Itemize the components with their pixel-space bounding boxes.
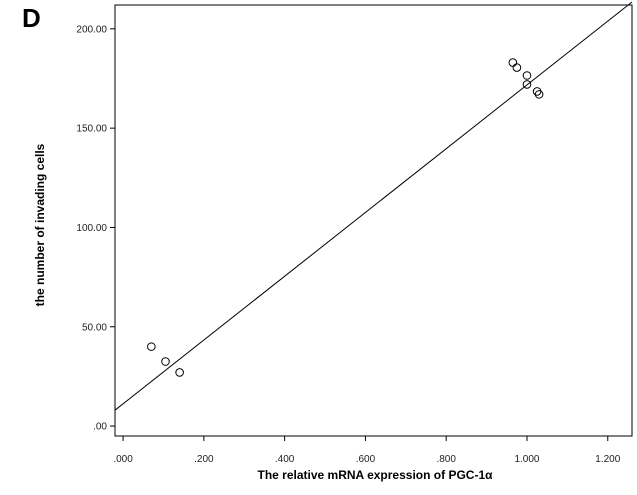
data-point [508,58,518,67]
data-point [147,342,156,351]
y-tick-label: 50.00 [82,322,107,333]
data-point [534,90,544,99]
data-point [175,368,184,377]
x-tick-label: .200 [194,454,214,465]
x-axis-ticks: .000 .200 .400 .600 .800 1.000 1.200 [113,436,621,465]
data-point [161,357,170,366]
y-tick-label: 200.00 [76,24,107,35]
y-axis-ticks: .00 50.00 100.00 150.00 200.00 [76,24,115,433]
x-axis-title: The relative mRNA expression of PGC-1α [258,468,494,482]
x-tick-label: .600 [356,454,376,465]
panel-label: D [22,3,41,33]
x-tick-label: .800 [436,454,456,465]
data-point [522,80,532,89]
y-tick-label: 100.00 [76,223,107,234]
fit-line [114,1,633,411]
x-tick-label: 1.200 [595,454,620,465]
y-axis-title: the number of invading cells [33,143,47,306]
x-tick-label: .400 [275,454,295,465]
x-tick-label: 1.000 [514,454,539,465]
data-point [512,63,522,72]
data-points [147,58,544,377]
plot-area-frame [114,4,633,437]
y-tick-label: 150.00 [76,124,107,135]
x-tick-label: .000 [113,454,133,465]
y-tick-label: .00 [93,422,107,433]
data-point [522,71,532,80]
